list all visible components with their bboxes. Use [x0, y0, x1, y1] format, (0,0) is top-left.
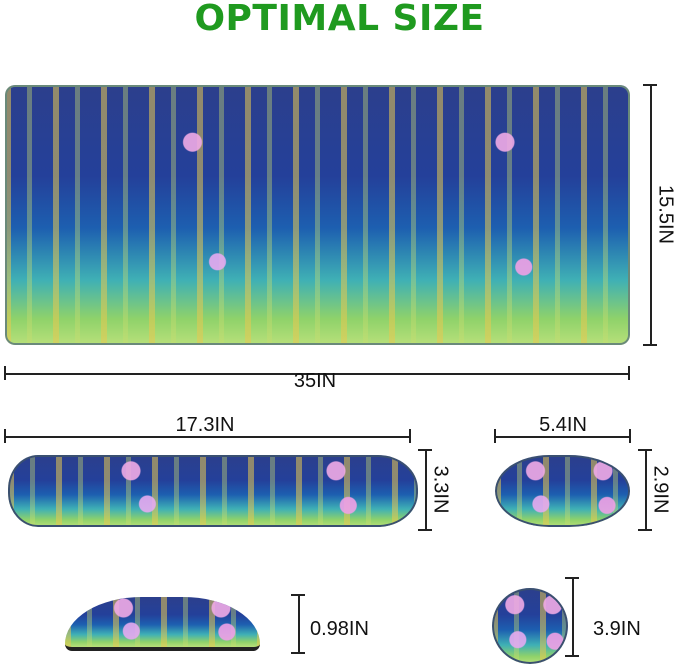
tick [638, 529, 652, 531]
tick [291, 594, 305, 596]
tick [628, 366, 630, 380]
keyboard-wrist-rest-image [8, 455, 418, 527]
tick [629, 429, 631, 443]
coaster-image [492, 588, 568, 664]
mouse-wrist-rest-image [495, 455, 630, 527]
tick [291, 652, 305, 654]
wrist-rest-height-line [298, 595, 300, 653]
tick [409, 429, 411, 443]
mouse-rest-width-label: 5.4IN [539, 414, 587, 436]
wrist-rest-height-label: 0.98IN [310, 618, 369, 640]
mouse-pad-width-label: 35IN [293, 370, 337, 392]
tick [643, 84, 657, 86]
wrist-rest-width-label: 17.3IN [175, 414, 235, 436]
mouse-rest-depth-label: 2.9IN [649, 465, 672, 514]
page-title: OPTIMAL SIZE [194, 0, 485, 39]
mouse-rest-depth-line [645, 450, 647, 530]
wrist-rest-depth-line [425, 450, 427, 530]
coaster-diameter-label: 3.9IN [593, 618, 641, 640]
tick [643, 344, 657, 346]
wrist-rest-side-profile-image [65, 597, 260, 651]
coaster-diameter-line [572, 578, 574, 656]
tick [4, 366, 6, 380]
tick [4, 429, 6, 443]
mouse-pad-width-line [5, 373, 630, 375]
mouse-rest-width-line [495, 436, 630, 438]
mouse-pad-image [5, 85, 630, 345]
tick [418, 529, 432, 531]
tick [418, 449, 432, 451]
tick [494, 429, 496, 443]
tick [565, 655, 579, 657]
tick [638, 449, 652, 451]
mouse-pad-height-line [650, 85, 652, 345]
tick [565, 577, 579, 579]
wrist-rest-width-line [5, 436, 410, 438]
mouse-pad-height-label: 15.5IN [654, 185, 677, 244]
wrist-rest-depth-label: 3.3IN [429, 465, 452, 514]
